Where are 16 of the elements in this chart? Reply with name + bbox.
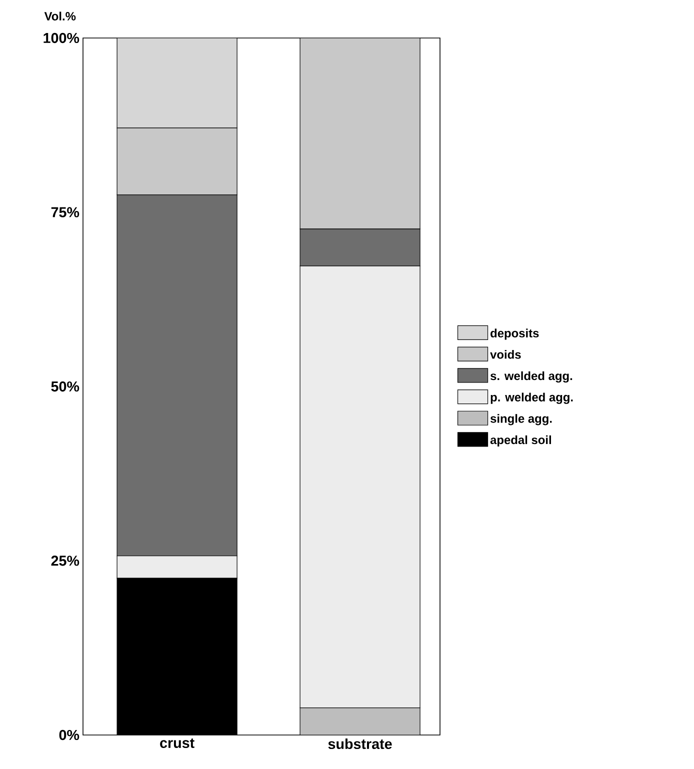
bar xyxy=(300,38,420,230)
y-tick-label: 75% xyxy=(51,207,80,218)
y-tick-label: 25% xyxy=(51,556,80,566)
legend-label: single agg. xyxy=(490,414,552,426)
x-tick-label: substrate xyxy=(328,738,392,750)
y-axis-title: Vol.% xyxy=(44,12,76,20)
legend-label: deposits xyxy=(490,328,539,340)
y-tick-label: 100% xyxy=(44,32,80,44)
bar xyxy=(116,128,238,196)
y-tick-label: 0% xyxy=(59,730,80,740)
legend-label: p. welded agg. xyxy=(490,392,573,404)
x-tick-label: crust xyxy=(160,738,194,748)
legend-label: apedal soil xyxy=(490,435,551,447)
legend-label: s. welded agg. xyxy=(490,371,572,383)
y-tick-label: 50% xyxy=(51,381,80,392)
legend-label: voids xyxy=(490,350,521,359)
